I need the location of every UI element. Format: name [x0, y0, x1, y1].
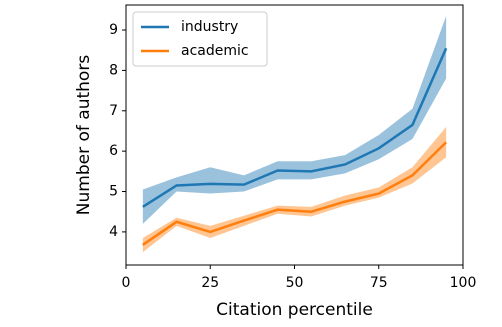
y-axis-label: Number of authors: [74, 55, 94, 216]
x-tick-label: 0: [122, 275, 131, 291]
x-tick-label: 75: [370, 275, 388, 291]
y-tick-label: 5: [109, 184, 118, 200]
line: [142, 47, 448, 208]
line: [142, 141, 448, 246]
x-tick-label: 100: [450, 275, 477, 291]
legend-label: industry: [181, 19, 238, 35]
legend-label: academic: [181, 43, 249, 59]
y-tick-label: 4: [109, 224, 118, 240]
x-tick-label: 50: [286, 275, 304, 291]
x-tick-label: 25: [201, 275, 219, 291]
y-tick-label: 7: [109, 103, 118, 119]
plot-frame: [125, 4, 464, 266]
y-tick-label: 9: [109, 22, 118, 38]
confidence-band: [142, 15, 447, 224]
y-tick-label: 8: [109, 62, 118, 78]
y-tick-label: 6: [109, 143, 118, 159]
legend-box: [132, 11, 268, 67]
x-axis-label: Citation percentile: [216, 300, 373, 320]
